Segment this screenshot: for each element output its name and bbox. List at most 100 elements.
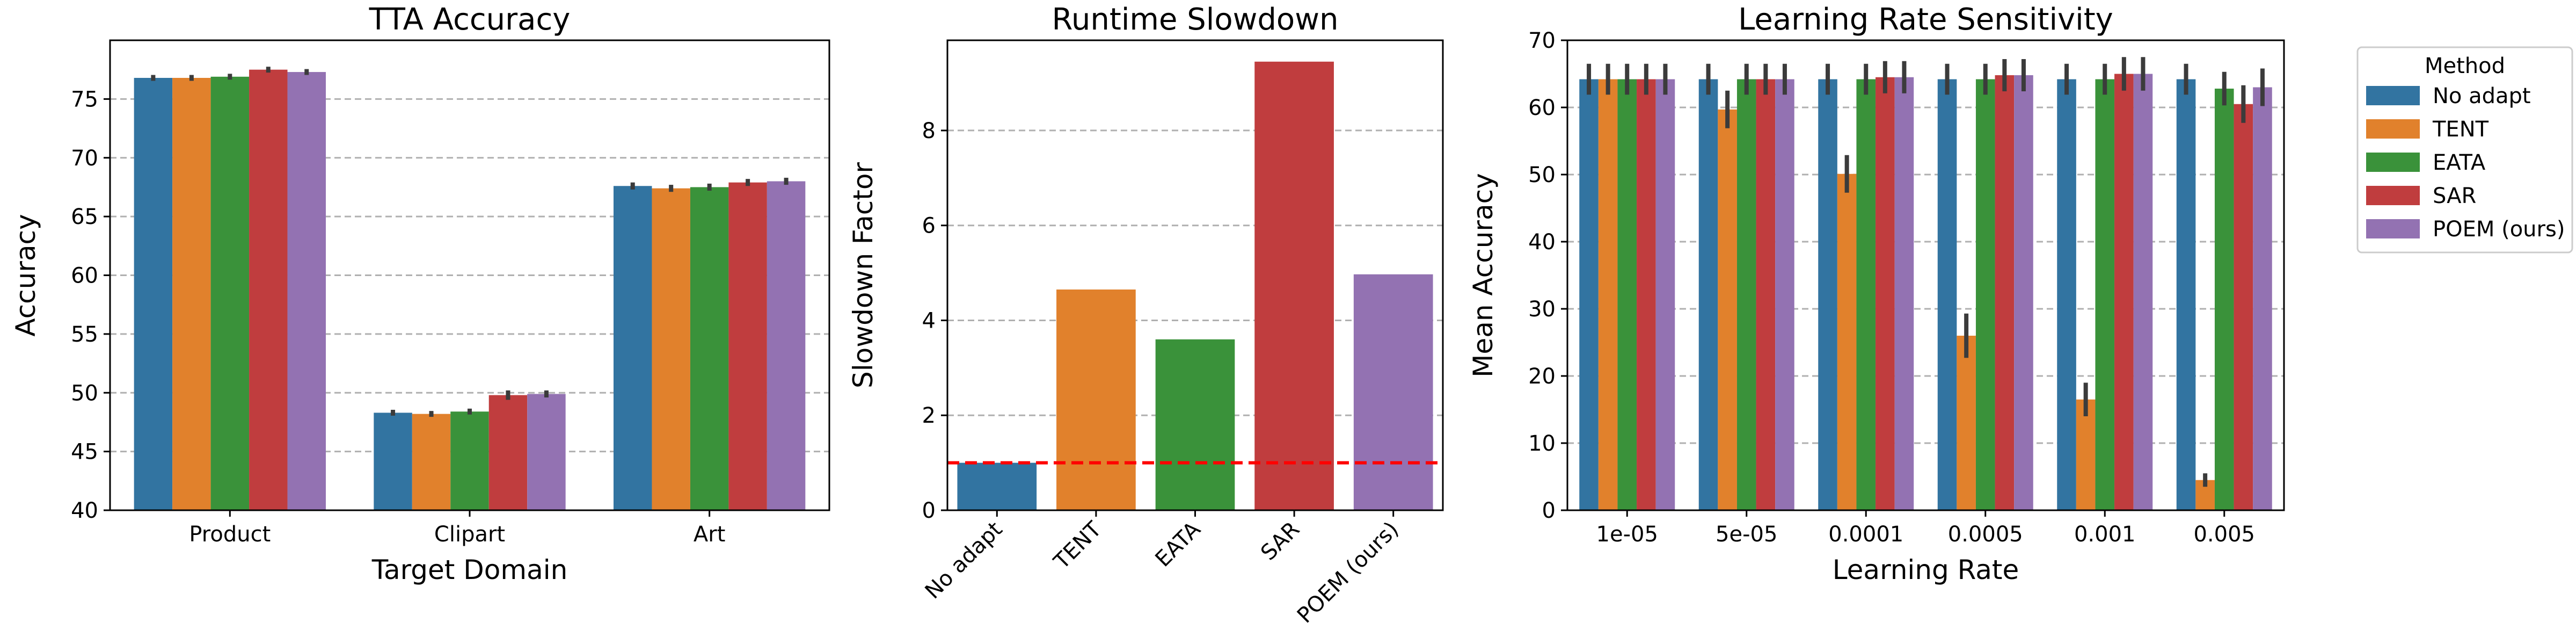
legend: Method No adapt TENT EATA SAR POEM (ours) <box>2356 46 2573 254</box>
bar <box>134 78 173 510</box>
y-tick-label: 55 <box>71 322 98 347</box>
y-tick-label: 6 <box>922 214 936 238</box>
bar <box>2253 87 2272 510</box>
bar <box>287 72 326 510</box>
x-tick-label: No adapt <box>921 517 1008 604</box>
bar <box>1579 79 1599 510</box>
x-tick-label: 0.005 <box>2193 522 2255 547</box>
y-tick-label: 30 <box>1528 297 1556 322</box>
x-tick-label: EATA <box>1151 517 1206 571</box>
x-tick-label: Clipart <box>434 522 505 547</box>
x-tick-label: 0.001 <box>2074 522 2136 547</box>
bar <box>1856 79 1876 510</box>
bar <box>172 78 211 510</box>
x-tick-label: TENT <box>1049 517 1106 574</box>
bar <box>527 394 566 510</box>
x-tick-label: 5e-05 <box>1716 522 1777 547</box>
bar <box>210 76 250 510</box>
legend-swatch <box>2366 153 2420 172</box>
chart-title: TTA Accuracy <box>369 2 571 37</box>
legend-label: No adapt <box>2433 84 2531 108</box>
bar <box>450 411 489 510</box>
y-tick-label: 50 <box>71 381 98 406</box>
bar <box>1353 274 1433 510</box>
bar <box>652 188 690 510</box>
y-tick-label: 10 <box>1528 431 1556 456</box>
y-tick-label: 8 <box>922 119 936 143</box>
x-tick-label: 0.0001 <box>1828 522 1903 547</box>
bar <box>2076 399 2096 510</box>
bar <box>728 182 767 510</box>
bar <box>1736 79 1756 510</box>
bar <box>1837 173 1857 510</box>
y-tick-label: 65 <box>71 205 98 229</box>
y-tick-label: 45 <box>71 440 98 465</box>
bar <box>1818 79 1837 510</box>
legend-title: Method <box>2425 54 2505 78</box>
y-tick-label: 75 <box>71 87 98 112</box>
bar <box>1894 77 1914 510</box>
y-axis-label: Mean Accuracy <box>1468 173 1499 377</box>
y-tick-label: 4 <box>922 308 936 333</box>
bar <box>957 462 1037 510</box>
x-tick-label: 0.0005 <box>1948 522 2023 547</box>
axes-frame <box>1566 39 2285 511</box>
bar <box>1775 79 1794 510</box>
bar <box>1995 75 2015 510</box>
y-tick-label: 2 <box>922 403 936 428</box>
y-tick-label: 0 <box>1542 498 1556 523</box>
bar <box>690 187 729 510</box>
bar <box>2114 74 2134 510</box>
bar <box>2176 79 2196 510</box>
bar <box>1718 109 1737 510</box>
y-tick-label: 40 <box>71 498 98 523</box>
bar <box>2234 104 2253 510</box>
bar <box>2214 89 2234 510</box>
x-axis-label: Learning Rate <box>1833 554 2019 585</box>
x-axis-label: Target Domain <box>371 554 568 585</box>
y-tick-label: 20 <box>1528 364 1556 389</box>
bar <box>1254 61 1334 511</box>
bar <box>2133 74 2153 510</box>
bar <box>767 181 806 510</box>
legend-label: EATA <box>2433 150 2486 175</box>
y-tick-label: 0 <box>922 498 936 523</box>
bar <box>1937 79 1957 510</box>
bar <box>1617 79 1637 510</box>
y-tick-label: 40 <box>1528 230 1556 255</box>
y-tick-label: 70 <box>1528 28 1556 53</box>
bar <box>1155 339 1235 510</box>
y-tick-label: 60 <box>71 264 98 288</box>
x-tick-label: POEM (ours) <box>1293 517 1404 628</box>
bar <box>614 186 652 510</box>
chart-title: Learning Rate Sensitivity <box>1738 2 2113 37</box>
y-tick-label: 50 <box>1528 163 1556 187</box>
bar <box>412 414 451 510</box>
legend-swatch <box>2366 219 2420 238</box>
y-tick-label: 60 <box>1528 96 1556 120</box>
chart-title: Runtime Slowdown <box>1052 2 1339 37</box>
legend-label: SAR <box>2433 184 2476 208</box>
bar <box>1637 79 1656 510</box>
legend-swatch <box>2366 86 2420 105</box>
legend-swatch <box>2366 186 2420 205</box>
bar <box>2057 79 2076 510</box>
bar <box>1056 290 1136 510</box>
y-axis-label: Accuracy <box>10 214 41 336</box>
bar <box>1655 79 1675 510</box>
x-tick-label: SAR <box>1256 517 1304 566</box>
x-tick-label: 1e-05 <box>1596 522 1658 547</box>
lr-sensitivity-panel: 0 10 20 30 40 50 60 70 1e-05 5e-05 0.0001 0.0005 0.0… <box>1468 2 2285 585</box>
bar <box>488 395 528 510</box>
x-tick-label: Art <box>694 522 726 547</box>
tta-accuracy-panel: 40 45 50 55 60 65 70 75 Product Clipart Art TTA Acc… <box>10 2 830 585</box>
y-tick-label: 70 <box>71 146 98 171</box>
bar <box>2095 79 2115 510</box>
legend-label: TENT <box>2432 117 2489 142</box>
bar <box>1957 336 1976 510</box>
bar <box>1756 79 1776 510</box>
y-axis-label: Slowdown Factor <box>848 162 879 388</box>
x-tick-label: Product <box>189 522 271 547</box>
bar <box>374 413 412 510</box>
